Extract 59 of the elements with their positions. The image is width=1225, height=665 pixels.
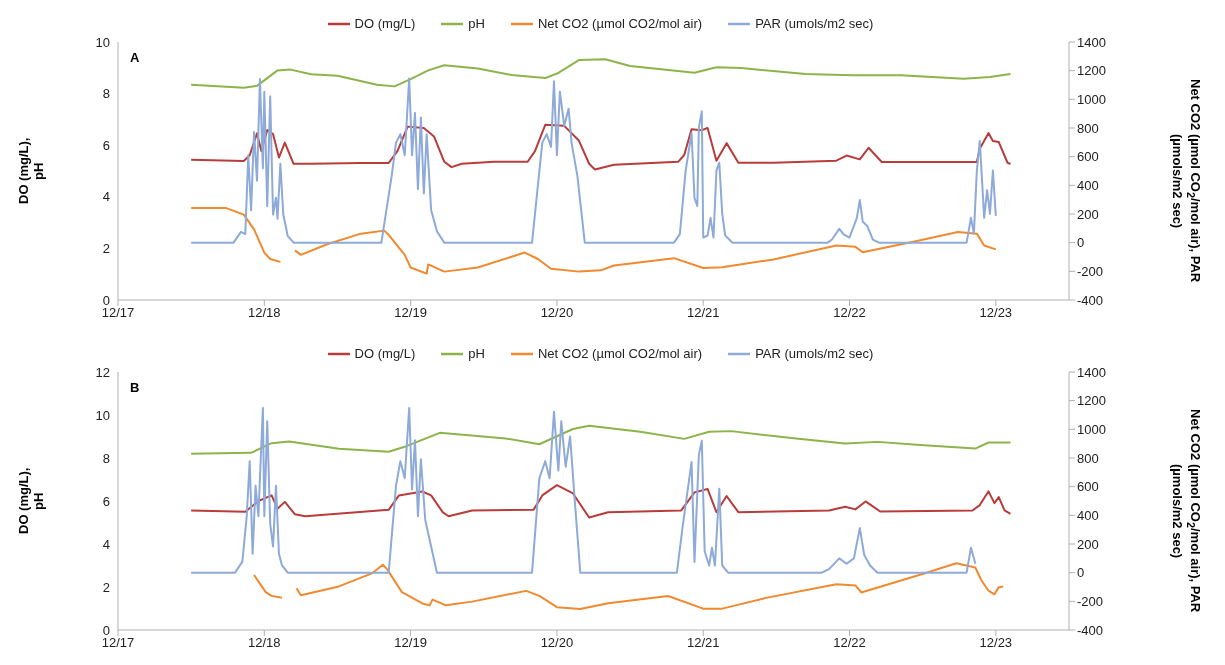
legend-label: pH: [468, 346, 485, 361]
x-tick-label: 12/21: [686, 635, 720, 651]
annotation: B: [130, 380, 140, 395]
y2-tick-label: 0: [1077, 565, 1085, 581]
y-tick-label: 0: [102, 292, 110, 308]
y2-tick-label: 1200: [1077, 63, 1106, 79]
y2-tick-label: 1400: [1077, 34, 1106, 50]
y2-tick-label: 1400: [1077, 364, 1106, 380]
y2-tick-label: -400: [1077, 622, 1104, 638]
y2-tick-label: 1200: [1077, 393, 1106, 409]
y-tick-label: 2: [102, 241, 110, 257]
y2-tick-label: 1000: [1077, 91, 1106, 107]
y2-tick-label: -200: [1077, 263, 1104, 279]
x-tick-label: 12/20: [540, 305, 574, 321]
y2-tick-label: 400: [1077, 177, 1099, 193]
y-axis-title: DO (mg/L), pH: [16, 466, 46, 537]
x-tick-label: 12/18: [248, 305, 281, 321]
y-axis-title: DO (mg/L), pH: [16, 136, 46, 207]
x-tick-label: 12/19: [394, 305, 427, 321]
y2-tick-label: 800: [1077, 120, 1099, 136]
legend-label: pH: [468, 16, 485, 31]
legend-label: DO (mg/L): [354, 346, 416, 361]
y-tick-label: 8: [102, 450, 110, 466]
x-tick-label: 12/17: [101, 305, 135, 321]
x-tick-label: 12/19: [394, 635, 427, 651]
y-tick-label: 6: [102, 493, 110, 509]
y-tick-label: 4: [102, 536, 110, 552]
legend-label: Net CO2 (µmol CO2/mol air): [537, 16, 703, 31]
annotation: A: [130, 50, 140, 65]
y-tick-label: 8: [102, 86, 110, 102]
y-tick-label: 10: [95, 407, 110, 423]
legend-label: PAR (umols/m2 sec): [755, 16, 874, 31]
y-tick-label: 6: [102, 137, 110, 153]
y-tick-label: 10: [95, 34, 110, 50]
x-tick-label: 12/23: [979, 635, 1013, 651]
x-tick-label: 12/21: [686, 305, 720, 321]
y2-tick-label: 600: [1077, 479, 1099, 495]
y2-tick-label: 600: [1077, 149, 1099, 165]
y2-tick-label: -200: [1077, 593, 1104, 609]
y-tick-label: 2: [102, 579, 110, 595]
y2-tick-label: 0: [1077, 235, 1085, 251]
x-tick-label: 12/22: [833, 635, 866, 651]
y2-tick-label: -400: [1077, 292, 1104, 308]
y2-tick-label: 200: [1077, 206, 1099, 222]
x-tick-label: 12/17: [101, 635, 135, 651]
y-tick-label: 4: [102, 189, 110, 205]
y2-tick-label: 400: [1077, 507, 1099, 523]
legend-label: DO (mg/L): [354, 16, 416, 31]
x-tick-label: 12/18: [248, 635, 281, 651]
y2-tick-label: 200: [1077, 536, 1099, 552]
y-tick-label: 12: [95, 364, 110, 380]
y2-tick-label: 1000: [1077, 421, 1106, 437]
legend-label: PAR (umols/m2 sec): [755, 346, 874, 361]
x-tick-label: 12/20: [540, 635, 574, 651]
y2-tick-label: 800: [1077, 450, 1099, 466]
y-tick-label: 0: [102, 622, 110, 638]
legend-label: Net CO2 (µmol CO2/mol air): [537, 346, 703, 361]
x-tick-label: 12/22: [833, 305, 866, 321]
x-tick-label: 12/23: [979, 305, 1013, 321]
